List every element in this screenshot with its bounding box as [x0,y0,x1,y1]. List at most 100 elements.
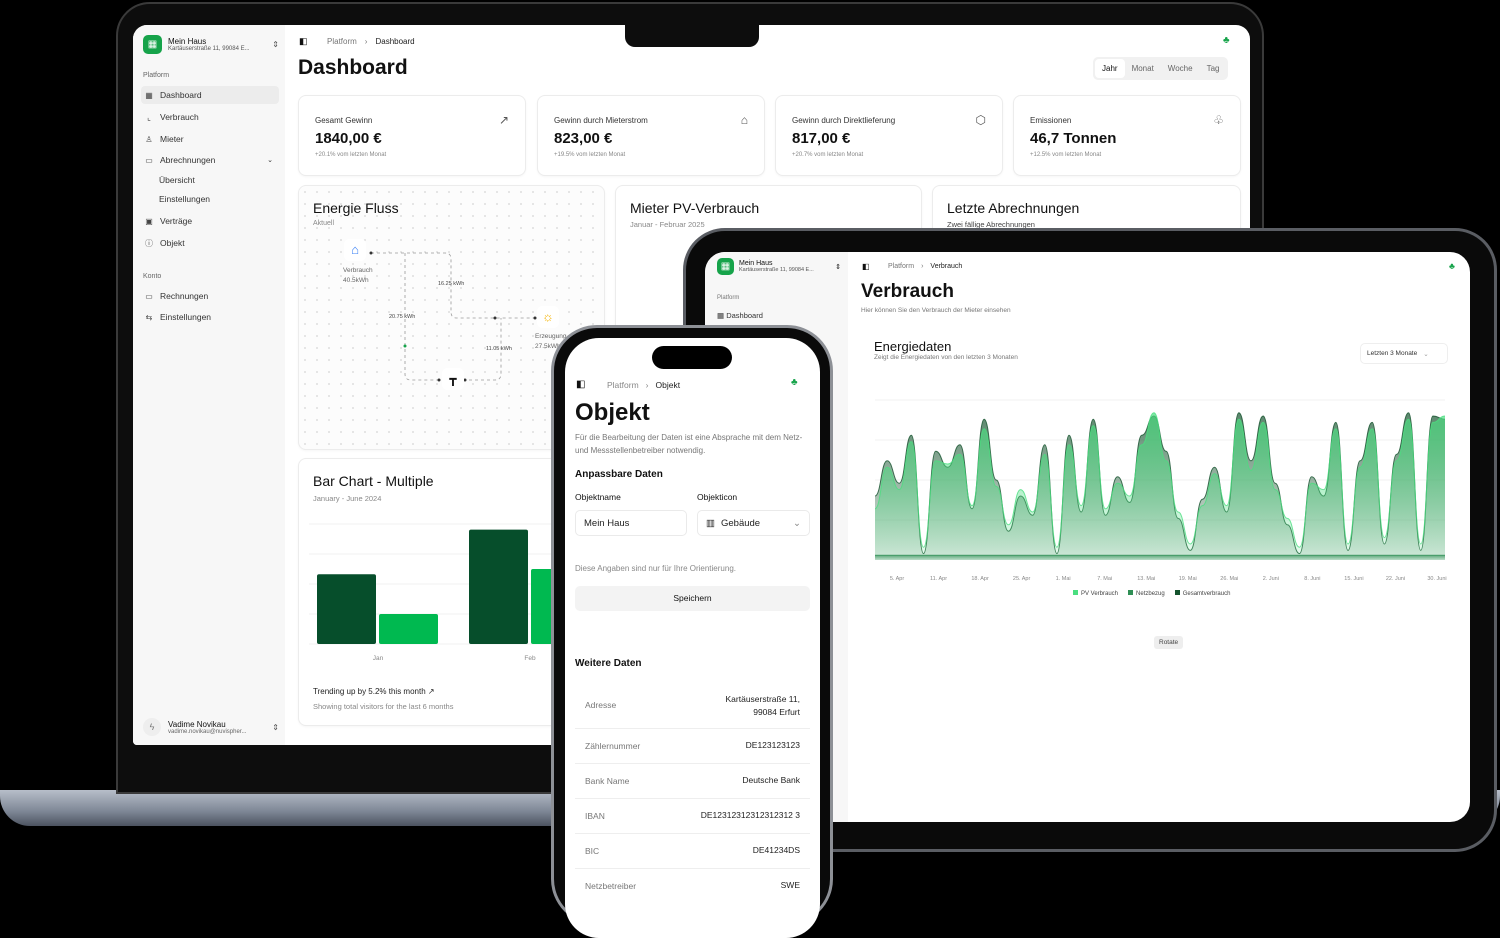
section-label: Platform [143,72,170,79]
sidebar-toggle-icon[interactable]: ◧ [299,36,308,46]
legend-item: Netzbezug [1128,590,1165,597]
sidebar-item-einstellungen[interactable]: ⇆ Einstellungen [141,308,279,326]
card-title: Letzte Abrechnungen [947,200,1080,216]
energy-flow-lines [369,251,537,382]
user-email: vadime.novikau@nuvispher... [168,728,247,735]
tab-jahr[interactable]: Jahr [1095,59,1125,78]
area-pv-verbrauch [875,412,1445,560]
user-icon: ♙ [145,134,153,144]
sidebar-item-dashboard[interactable]: ▦ Dashboard [717,311,763,320]
kpi-card-direktlieferung: Gewinn durch Direktlieferung ⬡ 817,00 € +20… [775,95,1003,176]
legend-item: Gesamtverbrauch [1174,590,1230,597]
kpi-value: 1840,00 € [315,130,382,147]
x-tick-label: 19. Mai [1179,576,1197,582]
breadcrumb-root[interactable]: Platform [327,37,357,46]
label: Abrechnungen [160,155,216,165]
sun-icon: ☼ [537,306,559,328]
bar-jan-0 [317,574,376,644]
org-switcher[interactable]: ▦ Mein Haus Kartäuserstraße 11, 99084 E..… [717,258,841,275]
chevron-down-icon: ⌄ [793,517,801,529]
layout-grid-icon: ▦ [717,311,725,320]
x-tick-label: 1. Mai [1056,576,1071,582]
card-subtitle: Januar - Februar 2025 [630,220,705,229]
label: Dashboard [160,90,202,100]
sidebar-toggle-icon[interactable]: ◧ [576,379,586,390]
flow-label: 11.05 kWh [486,346,512,352]
flow-label: 16.25 kWh [438,281,465,287]
trending-up-icon: ↗ [427,687,435,696]
trending-up-icon: ↗ [498,113,509,127]
save-button[interactable]: Speichern [575,586,810,611]
x-tick-label: 11. Apr [930,576,947,582]
contract-icon: ▣ [145,216,153,226]
page-title: Objekt [575,399,650,426]
period-tabs: Jahr Monat Woche Tag [1093,57,1229,80]
bar-feb-0 [469,529,528,644]
sidebar-item-mieter[interactable]: ♙ Mieter [141,130,279,148]
objekticon-select[interactable]: ▥ Gebäude ⌄ [697,510,810,536]
label: Einstellungen [160,312,212,322]
phone-screen: ◧ Platform › Objekt ♣ Objekt Für die Bearb… [565,338,820,938]
legend-item: PV Verbrauch [1073,590,1118,597]
range-select[interactable]: Letzten 3 Monate ⌄ [1360,343,1448,364]
area-netzbezug [875,555,1445,560]
user-menu[interactable]: ϟ Vadime Novikau vadime.novikau@nuvispher… [143,715,279,739]
detail-row: BIC DE41234DS [575,834,810,869]
card-title: Energiedaten [874,339,952,354]
kpi-value: 46,7 Tonnen [1030,130,1117,147]
objektname-input[interactable]: Mein Haus [575,510,687,536]
sidebar-subitem-einstellungen[interactable]: Einstellungen [141,190,279,208]
section-title: Weitere Daten [575,658,642,669]
tab-monat[interactable]: Monat [1131,64,1154,73]
kpi-card-gesamt-gewinn: Gesamt Gewinn ↗ 1840,00 € +20.1% vom letzte… [298,95,526,176]
tab-tag[interactable]: Tag [1206,64,1220,73]
sidebar-item-abrechnungen[interactable]: ▭ Abrechnungen ⌄ [141,151,279,169]
label: Rechnungen [160,291,209,301]
label: Mieter [160,134,184,144]
kpi-change: +12.5% vom letzten Monat [1030,152,1102,158]
production-node: Erzeugung 27.5kWh [535,333,567,350]
credit-card-icon: ▭ [145,155,153,165]
rotate-button[interactable]: Rotate [1154,636,1184,649]
label: Übersicht [159,175,195,185]
sidebar-item-vertraege[interactable]: ▣ Verträge [141,212,279,230]
flow-label: 20.75 kWh [389,314,416,320]
kpi-label: Emissionen [1030,116,1072,125]
sidebar-toggle-icon[interactable]: ◧ [862,262,870,271]
building-icon: ▥ [706,517,715,529]
page-subtitle: Hier können Sie den Verbrauch der Mieter… [861,307,1011,314]
plant-icon[interactable]: ♣ [791,377,798,388]
card-title: Bar Chart - Multiple [313,473,434,489]
card-subtitle: Zeigt die Energiedaten von den letzten 3… [874,354,1018,361]
avatar-bolt-icon: ϟ [143,718,161,736]
x-tick-label: Feb [524,655,536,662]
consumption-node: Verbrauch 40.5kWh [343,267,373,284]
sidebar-item-dashboard[interactable]: ▦ Dashboard [141,86,279,104]
section-label: Platform [717,295,740,301]
trend-text: Trending up by 5.2% this month ↗ [313,687,435,696]
sidebar-subitem-uebersicht[interactable]: Übersicht [141,171,279,189]
org-address: Kartäuserstraße 11, 99084 E... [739,267,814,273]
org-address: Kartäuserstraße 11, 99084 E... [168,45,250,52]
plant-icon[interactable]: ♣ [1223,35,1230,46]
chevron-down-icon: ⌄ [267,157,273,164]
sidebar-item-rechnungen[interactable]: ▭ Rechnungen [141,287,279,305]
breadcrumb: Platform › Objekt [607,380,681,390]
breadcrumb-root[interactable]: Platform [888,263,915,270]
tab-woche[interactable]: Woche [1167,64,1193,73]
card-title: Energie Fluss [313,200,399,216]
detail-row: Zählernummer DE123123123 [575,729,810,764]
org-switcher[interactable]: ▦ Mein Haus Kartäuserstraße 11, 99084 E..… [143,33,279,55]
x-tick-label: 25. Apr [1013,576,1031,582]
plant-icon[interactable]: ♣ [1449,261,1455,271]
sidebar-item-verbrauch[interactable]: ⌞ Verbrauch [141,108,279,126]
note-text: Diese Angaben sind nur für Ihre Orientie… [575,564,736,573]
field-label: Objekticon [697,492,738,502]
kpi-value: 817,00 € [792,130,851,147]
field-label: Objektname [575,492,621,502]
kpi-change: +20.7% vom letzten Monat [792,152,864,158]
chevrons-icon: ⇕ [835,263,841,271]
card-title: Mieter PV-Verbrauch [630,200,760,216]
breadcrumb-root[interactable]: Platform [607,380,639,390]
sidebar-item-objekt[interactable]: ⓘ Objekt [141,234,279,252]
